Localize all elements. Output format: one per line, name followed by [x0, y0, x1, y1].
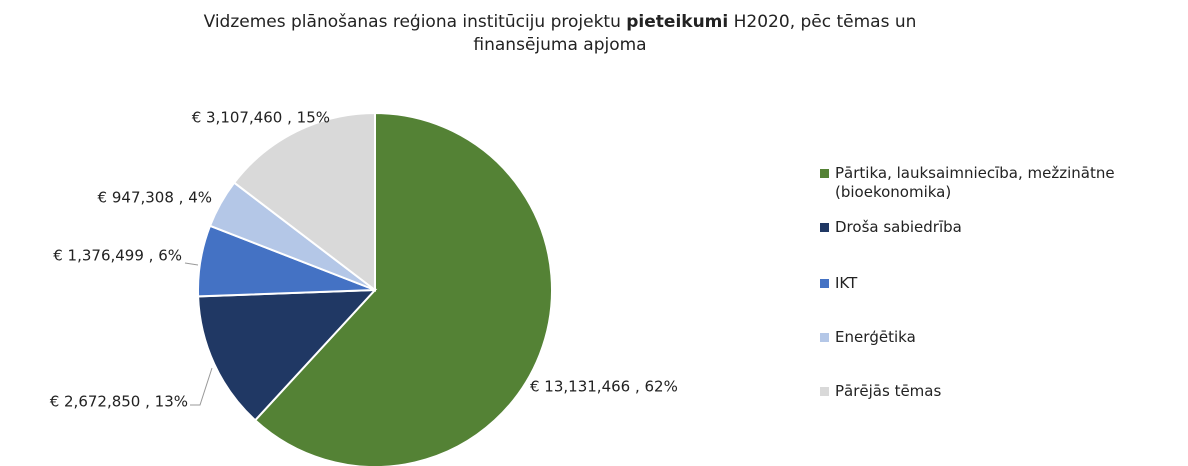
legend-swatch [820, 169, 829, 178]
title-part: Vidzemes plānošanas reģiona institūciju … [204, 12, 621, 32]
leader-line [190, 367, 213, 406]
title-part: pieteikumi [626, 12, 728, 32]
chart-title: finansējuma apjoma [473, 35, 646, 55]
legend-swatch [820, 279, 829, 288]
legend-label: Droša sabiedrība [835, 218, 962, 236]
data-label: € 2,672,850 , 13% [50, 393, 188, 411]
pie-slice [253, 111, 553, 466]
data-label: € 3,107,460 , 15% [192, 109, 330, 127]
data-label: € 947,308 , 4% [98, 189, 212, 207]
legend-label: Pārējās tēmas [835, 382, 942, 400]
legend-label: Enerģētika [835, 328, 916, 346]
legend-swatch [820, 223, 829, 232]
data-label: € 1,376,499 , 6% [53, 247, 182, 265]
legend-swatch [820, 387, 829, 396]
legend-swatch [820, 333, 829, 342]
legend-label: IKT [835, 274, 858, 292]
legend-item: Droša sabiedrība [820, 218, 1160, 237]
pie-slice [232, 111, 376, 293]
legend-item: Enerģētika [820, 328, 1160, 347]
legend-item: IKT [820, 274, 1160, 293]
chart-title: Vidzemes plānošanas reģiona institūciju … [204, 12, 917, 32]
data-label: € 13,131,466 , 62% [530, 378, 678, 396]
legend-item: Pārtika, lauksaimniecība, mežzinātne (bi… [820, 164, 1160, 202]
title-part: H2020, pēc tēmas un [734, 12, 917, 32]
pie-slice [197, 288, 378, 422]
legend-label: Pārtika, lauksaimniecība, mežzinātne (bi… [835, 164, 1115, 201]
legend-item: Pārējās tēmas [820, 382, 1160, 401]
leader-line [184, 262, 199, 266]
